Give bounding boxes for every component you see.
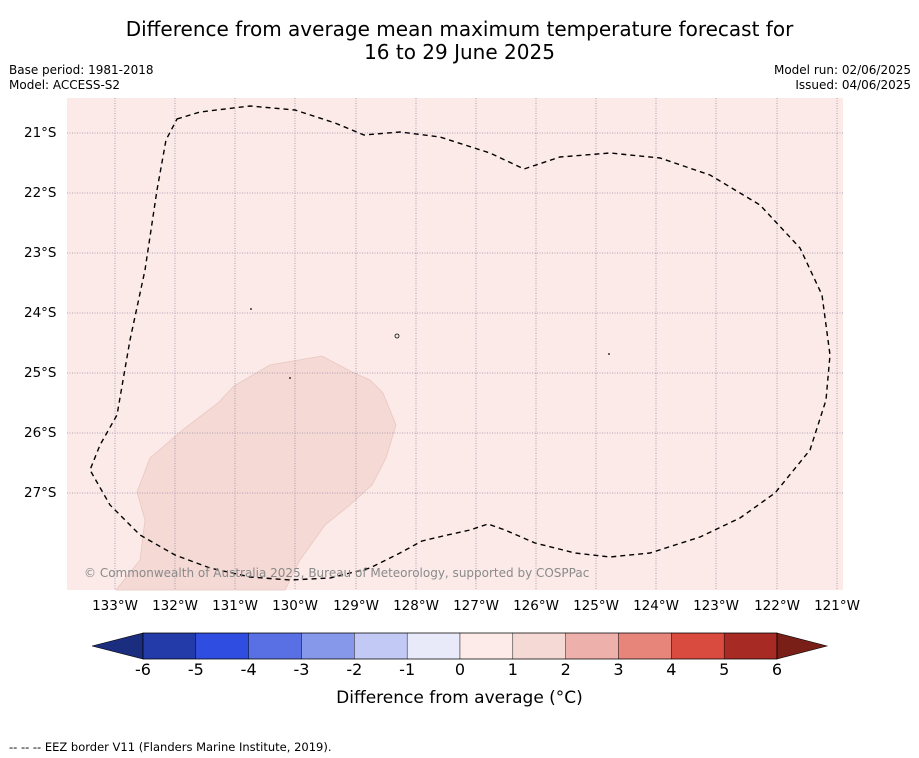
lat-label: 21°S bbox=[24, 125, 57, 141]
lon-label: 122°W bbox=[754, 598, 800, 614]
colorbar-tick-label: 6 bbox=[771, 660, 783, 679]
colorbar-bin bbox=[512, 632, 566, 660]
island-marker bbox=[608, 353, 610, 355]
base-period: Base period: 1981-2018 bbox=[9, 63, 154, 77]
island-marker bbox=[289, 377, 291, 379]
lat-label: 25°S bbox=[24, 365, 57, 381]
island-marker bbox=[250, 308, 252, 310]
colorbar-tick-label: -6 bbox=[135, 660, 151, 679]
anomaly-patch bbox=[115, 355, 397, 591]
colorbar bbox=[91, 632, 829, 660]
colorbar-tick-label: 3 bbox=[613, 660, 624, 679]
colorbar-bin bbox=[195, 632, 249, 660]
colorbar-bin bbox=[723, 632, 778, 660]
lon-label: 121°W bbox=[814, 598, 860, 614]
gridlines bbox=[67, 98, 843, 590]
colorbar-tick-label: 0 bbox=[454, 660, 466, 679]
colorbar-bin bbox=[406, 632, 461, 660]
colorbar-tick-label: -2 bbox=[346, 660, 363, 679]
lon-label: 132°W bbox=[152, 598, 198, 614]
model-run: Model run: 02/06/2025 bbox=[773, 63, 911, 77]
colorbar-bin bbox=[671, 632, 725, 660]
title-line-1: Difference from average mean maximum tem… bbox=[125, 17, 794, 41]
chart-title: Difference from average mean maximum tem… bbox=[0, 18, 919, 64]
lon-label: 133°W bbox=[92, 598, 138, 614]
lon-label: 124°W bbox=[633, 598, 679, 614]
lon-label: 125°W bbox=[573, 598, 619, 614]
lon-label: 126°W bbox=[513, 598, 559, 614]
colorbar-tick-label: -1 bbox=[399, 660, 416, 679]
colorbar-high-extension bbox=[776, 632, 829, 660]
colorbar-bin bbox=[459, 632, 514, 660]
lon-label: 123°W bbox=[693, 598, 739, 614]
colorbar-bin bbox=[618, 632, 672, 660]
lat-label: 24°S bbox=[24, 305, 57, 321]
lon-label: 131°W bbox=[212, 598, 258, 614]
colorbar-tick-label: 1 bbox=[507, 660, 518, 679]
colorbar-tick-label: 5 bbox=[719, 660, 730, 679]
lon-label: 128°W bbox=[393, 598, 439, 614]
metadata-left: Base period: 1981-2018 Model: ACCESS-S2 bbox=[9, 63, 154, 93]
metadata-right: Model run: 02/06/2025 Issued: 04/06/2025 bbox=[774, 63, 911, 93]
lon-label: 129°W bbox=[333, 598, 379, 614]
colorbar-tick-label: -3 bbox=[293, 660, 310, 679]
colorbar-tick-label: -4 bbox=[240, 660, 257, 679]
eez-legend-note: -- -- -- EEZ border V11 (Flanders Marine… bbox=[9, 740, 332, 754]
colorbar-bin bbox=[354, 632, 408, 660]
copyright-notice: © Commonwealth of Australia 2025, Bureau… bbox=[84, 566, 590, 580]
lon-label: 127°W bbox=[453, 598, 499, 614]
lat-label: 26°S bbox=[24, 425, 57, 441]
lat-label: 22°S bbox=[24, 185, 57, 201]
island-marker bbox=[394, 333, 400, 339]
colorbar-outline bbox=[142, 632, 778, 660]
colorbar-tick-label: 4 bbox=[666, 660, 677, 679]
colorbar-bin bbox=[565, 632, 619, 660]
issued-date: Issued: 04/06/2025 bbox=[795, 78, 911, 92]
colorbar-bin bbox=[301, 632, 355, 660]
title-line-2: 16 to 29 June 2025 bbox=[364, 40, 555, 64]
lat-label: 27°S bbox=[24, 485, 57, 501]
lat-label: 23°S bbox=[24, 245, 57, 261]
colorbar-tick-label: -5 bbox=[187, 660, 204, 679]
colorbar-title: Difference from average (°C) bbox=[336, 688, 583, 708]
colorbar-low-extension bbox=[91, 632, 144, 660]
colorbar-tick-label: 2 bbox=[560, 660, 571, 679]
model-name: Model: ACCESS-S2 bbox=[9, 78, 121, 92]
eez-border bbox=[89, 105, 831, 581]
lon-label: 130°W bbox=[272, 598, 318, 614]
colorbar-bin bbox=[248, 632, 302, 660]
colorbar-bin bbox=[142, 632, 197, 660]
